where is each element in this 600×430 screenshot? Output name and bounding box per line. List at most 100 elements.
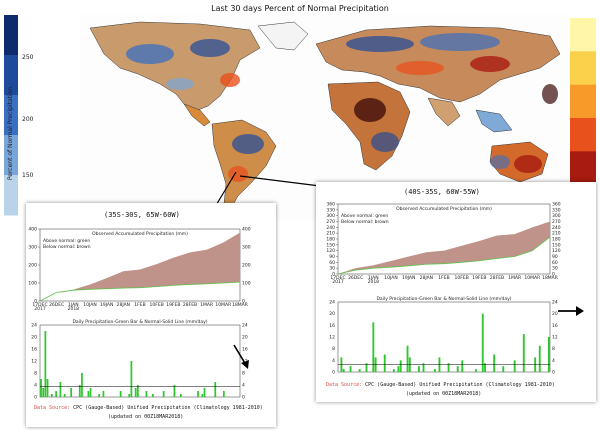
panel-left: (35S-30S, 65W-60W) Observed Accumulated … [26, 203, 276, 427]
right-acc-ytick-label-right: 180 [552, 237, 561, 243]
panel-right-source: Data Source: CPC (Gauge-Based) Unified P… [326, 382, 555, 388]
right-daily-bar [422, 363, 425, 372]
panel-right-source-text: CPC (Gauge-Based) Unified Precipitation … [365, 382, 555, 388]
right-daily-bar [456, 366, 459, 372]
left-acc-ytick-label-right: 200 [242, 263, 251, 269]
left-daily-bar [222, 391, 225, 397]
right-acc-ytick-label: 60 [329, 260, 335, 266]
panel-right-updated: (updated on 00Z18MAR2018) [406, 391, 482, 397]
colorbar-tick-250: 250 [22, 54, 34, 61]
right-daily-bar [417, 366, 420, 372]
right-acc-observed-line [337, 236, 551, 275]
left-daily-bar [78, 385, 81, 397]
right-daily-bar [474, 369, 477, 372]
right-daily-bar [349, 366, 352, 372]
left-acc-ytick-label: 300 [28, 245, 37, 251]
right-daily-bar [358, 369, 361, 372]
left-daily-bar [87, 391, 90, 397]
colorbar-wet-svg [4, 15, 18, 216]
right-acc-ytick-label: 90 [329, 254, 335, 260]
right-daily-bar [538, 345, 541, 372]
left-daily-ytick-label-right: 8 [242, 371, 245, 377]
panel-left-updated: (updated on 00Z18MAR2018) [108, 414, 184, 420]
left-daily-bar [81, 373, 83, 397]
left-daily-bar [50, 394, 53, 397]
right-daily-bar [484, 363, 486, 372]
left-daily-bar [63, 394, 66, 397]
colorbar-wet: 250 200 150 Percent of Normal Precipitat… [2, 10, 34, 220]
left-daily-bar [134, 388, 137, 397]
left-daily-bar [70, 388, 73, 397]
left-daily-bar [201, 394, 204, 397]
left-acc-ytick-label-right: 0 [242, 299, 245, 305]
right-daily-bar [461, 360, 464, 372]
right-acc-ytick-label: 30 [329, 266, 335, 272]
left-daily-ytick-label-right: 4 [242, 383, 245, 389]
right-daily-title: Daily Precipitation-Green Bar & Normal-S… [376, 296, 511, 302]
right-acc-title: Observed Accumulated Precipitation (mm) [396, 206, 492, 212]
right-acc-ytick-label: 210 [326, 231, 335, 237]
right-acc-xtick-label: 18MAR [542, 275, 558, 281]
panel-right-region: (40S-35S, 60W-55W) [404, 188, 480, 196]
colorbar-dry-svg [570, 18, 596, 219]
right-acc-legend: Below normal: brown [341, 219, 389, 225]
left-acc-xtick-label: 17DEC [32, 302, 47, 308]
arrow-icon-right [558, 306, 584, 316]
right-acc-xtick-label: 28JAN [420, 275, 433, 281]
left-acc-xtick-label: 10JAN [83, 302, 96, 308]
right-acc-ytick-label: 0 [332, 272, 335, 278]
colorbar-wet-swatch [4, 15, 18, 56]
left-daily-frame [39, 324, 241, 398]
left-daily-bar [162, 391, 165, 397]
right-daily-ytick-label-right: 4 [552, 358, 555, 364]
right-acc-xtick-label: 1JAN [368, 275, 379, 281]
left-acc-ytick-label: 400 [28, 227, 37, 233]
left-daily-ytick-label: 16 [31, 347, 37, 353]
colorbar-wet-swatch [4, 95, 18, 136]
left-daily-bar [55, 391, 58, 397]
right-acc-xtick-label: 1FEB [438, 275, 449, 281]
right-daily-ytick-label-right: 8 [552, 346, 555, 352]
right-acc-ytick-label-right: 300 [552, 213, 561, 219]
right-acc-xtick-label: 10MAR [524, 275, 540, 281]
left-acc-xtick-label: 1MAR [200, 302, 213, 308]
right-daily-bar [392, 369, 395, 372]
right-acc-ytick-label-right: 60 [552, 260, 558, 266]
left-daily-bar [203, 388, 206, 397]
panel-right-source-label: Data Source: [326, 382, 363, 388]
left-daily-ytick-label: 0 [34, 395, 37, 401]
left-daily-bar [145, 391, 148, 397]
right-daily-bar [447, 363, 450, 372]
right-acc-xtick-label: 26DEC [348, 275, 363, 281]
left-daily-bar [44, 331, 47, 397]
right-daily-ytick-label-right: 0 [552, 370, 555, 376]
left-daily-ytick-label: 24 [31, 323, 37, 329]
right-acc-ytick-label-right: 360 [552, 202, 561, 208]
southeast-asia-land [475, 109, 513, 133]
right-acc-ytick-label-right: 150 [552, 242, 561, 248]
right-acc-ytick-label-right: 120 [552, 248, 561, 254]
left-acc-ytick-label: 100 [28, 281, 37, 287]
left-daily-bar [130, 361, 133, 397]
colorbar-dry [568, 16, 598, 220]
left-acc-year-label: 2017 [34, 306, 46, 312]
right-daily-ytick-label: 16 [329, 323, 335, 329]
right-daily-ytick-label-right: 24 [552, 300, 558, 306]
right-daily-ytick-label: 0 [332, 370, 335, 376]
left-daily-ytick-label-right: 12 [242, 359, 248, 365]
colorbar-wet-swatch [4, 175, 18, 216]
left-acc-xtick-label: 1JAN [68, 302, 79, 308]
left-acc-year-label: 2018 [68, 306, 80, 312]
right-acc-ytick-label-right: 90 [552, 254, 558, 260]
right-daily-bar [365, 363, 368, 372]
right-daily-bar [481, 313, 484, 372]
colorbar-tick-150: 150 [22, 172, 34, 179]
left-daily-ytick-label: 4 [34, 383, 37, 389]
right-daily-bar [522, 334, 525, 372]
left-daily-ytick-label-right: 16 [242, 347, 248, 353]
south-asia-land [427, 97, 461, 127]
right-acc-year-label: 2018 [368, 279, 380, 285]
left-daily-bar [102, 391, 105, 397]
left-daily-bar [42, 388, 45, 397]
right-daily-ytick-label-right: 20 [552, 311, 558, 317]
